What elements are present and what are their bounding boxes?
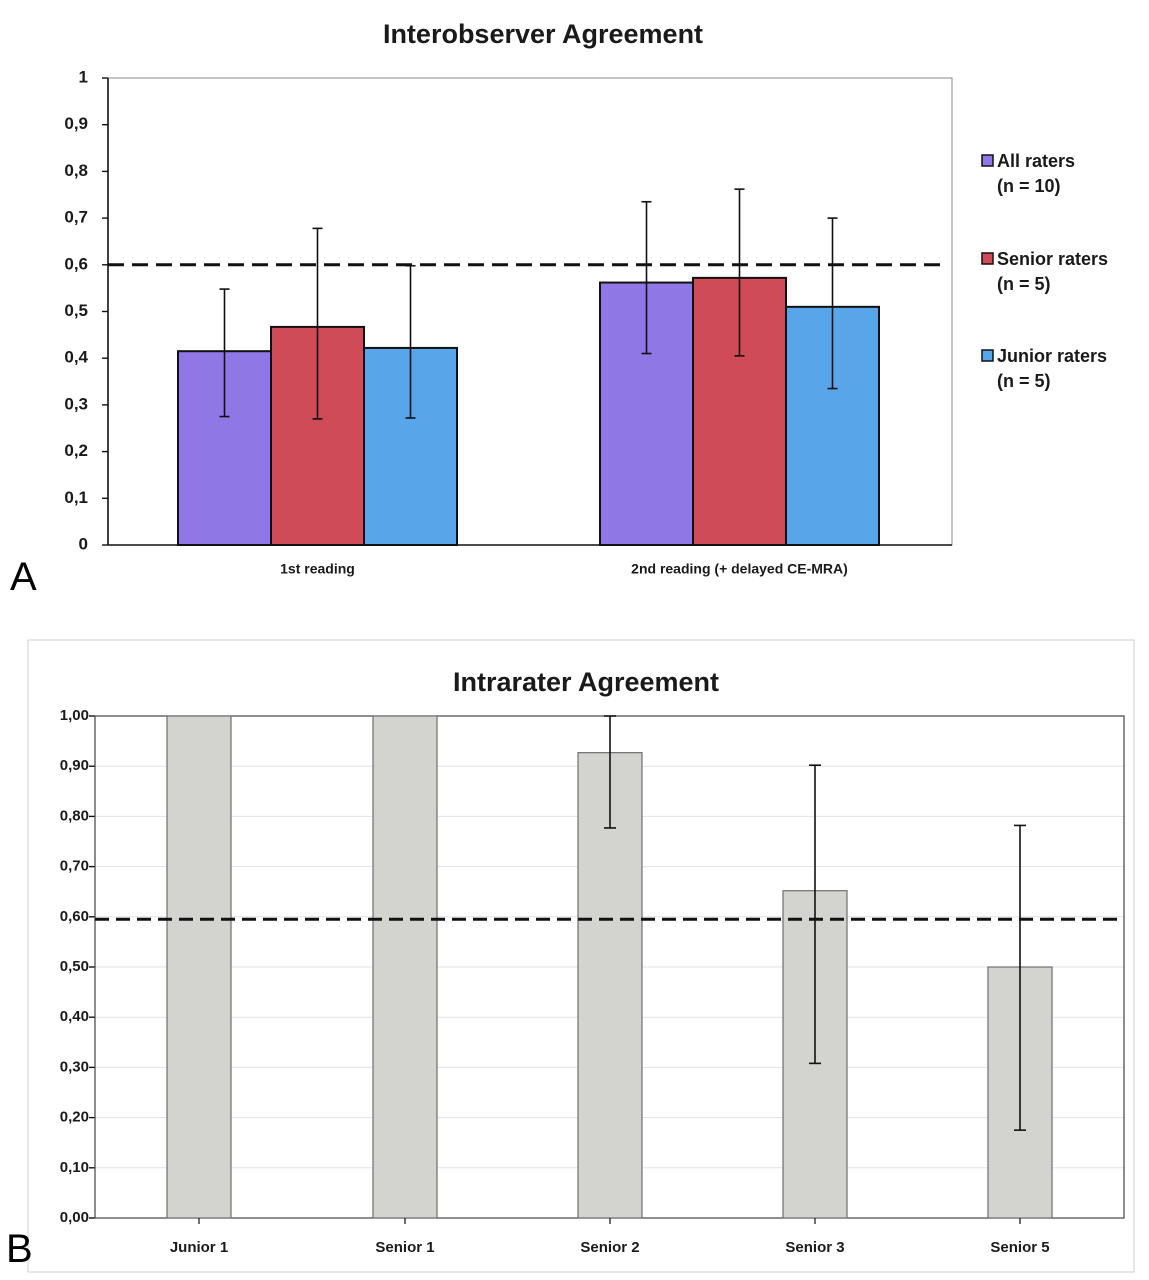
x-category-label: Senior 2 bbox=[580, 1239, 639, 1256]
x-category-label: Senior 3 bbox=[785, 1239, 844, 1256]
bar-2 bbox=[372, 715, 438, 1219]
error-bar-1-1 bbox=[219, 288, 230, 418]
panel-label: B bbox=[6, 1227, 33, 1271]
y-tick-label: 0,80 bbox=[60, 807, 89, 824]
error-bar-3 bbox=[604, 715, 616, 829]
chart-title: Intrarater Agreement bbox=[453, 667, 719, 697]
y-tick-label: 0,10 bbox=[60, 1159, 89, 1176]
bar-1 bbox=[166, 715, 232, 1219]
y-tick-label: 0,50 bbox=[60, 958, 89, 975]
y-tick-label: 1,00 bbox=[60, 707, 89, 724]
y-tick-label: 0,70 bbox=[60, 858, 89, 875]
legend-sublabel: (n = 10) bbox=[997, 176, 1061, 196]
x-category-label: Senior 5 bbox=[990, 1239, 1049, 1256]
y-tick-label: 0 bbox=[79, 534, 88, 553]
y-tick-label: 0,20 bbox=[60, 1109, 89, 1126]
y-tick-label: 0,1 bbox=[64, 488, 88, 507]
chart-title: Interobserver Agreement bbox=[383, 19, 703, 49]
legend-label: Junior raters bbox=[997, 346, 1107, 366]
error-bar-2-2 bbox=[734, 188, 745, 357]
y-tick-label: 0,30 bbox=[60, 1058, 89, 1075]
legend-sublabel: (n = 5) bbox=[997, 371, 1051, 391]
y-tick-label: 0,4 bbox=[64, 348, 88, 367]
x-category-label: Junior 1 bbox=[170, 1239, 228, 1256]
y-tick-label: 0,40 bbox=[60, 1008, 89, 1025]
error-bar-3-2 bbox=[827, 217, 838, 390]
legend: All raters (n = 10) Senior raters (n = 5) Ju… bbox=[981, 151, 1108, 391]
x-category-label: 1st reading bbox=[280, 561, 355, 577]
legend-swatch bbox=[981, 252, 994, 265]
chart-panel-b: Intrarater Agreement 0,00 0,10 0,20 0,30 0,40… bbox=[6, 639, 1135, 1273]
x-category-label: Senior 1 bbox=[375, 1239, 434, 1256]
y-tick-label: 1 bbox=[79, 67, 88, 86]
x-category-label: 2nd reading (+ delayed CE-MRA) bbox=[631, 561, 848, 577]
y-tick-label: 0,5 bbox=[64, 301, 88, 320]
y-tick-label: 0,00 bbox=[60, 1209, 89, 1226]
legend-label: Senior raters bbox=[997, 249, 1108, 269]
y-tick-label: 0,8 bbox=[64, 161, 88, 180]
legend-swatch bbox=[981, 349, 994, 362]
chart-panel-a: Interobserver Agreement 0 0,1 0,2 0,3 0,4 0,5 0… bbox=[10, 19, 1108, 599]
error-bar-1-2 bbox=[641, 200, 652, 355]
y-tick-label: 0,9 bbox=[64, 114, 88, 133]
error-bar-4 bbox=[809, 764, 821, 1065]
legend-swatch bbox=[981, 154, 994, 167]
legend-sublabel: (n = 5) bbox=[997, 274, 1051, 294]
y-tick-label: 0,7 bbox=[64, 208, 88, 227]
y-tick-label: 0,90 bbox=[60, 757, 89, 774]
y-tick-label: 0,2 bbox=[64, 441, 88, 460]
panel-label: A bbox=[10, 555, 37, 599]
legend-label: All raters bbox=[997, 151, 1075, 171]
error-bar-2-1 bbox=[312, 227, 323, 420]
y-tick-label: 0,6 bbox=[64, 254, 88, 273]
y-tick-label: 0,60 bbox=[60, 908, 89, 925]
bar-1-1 bbox=[177, 350, 272, 546]
error-bar-5 bbox=[1014, 824, 1026, 1131]
y-tick-label: 0,3 bbox=[64, 394, 88, 413]
